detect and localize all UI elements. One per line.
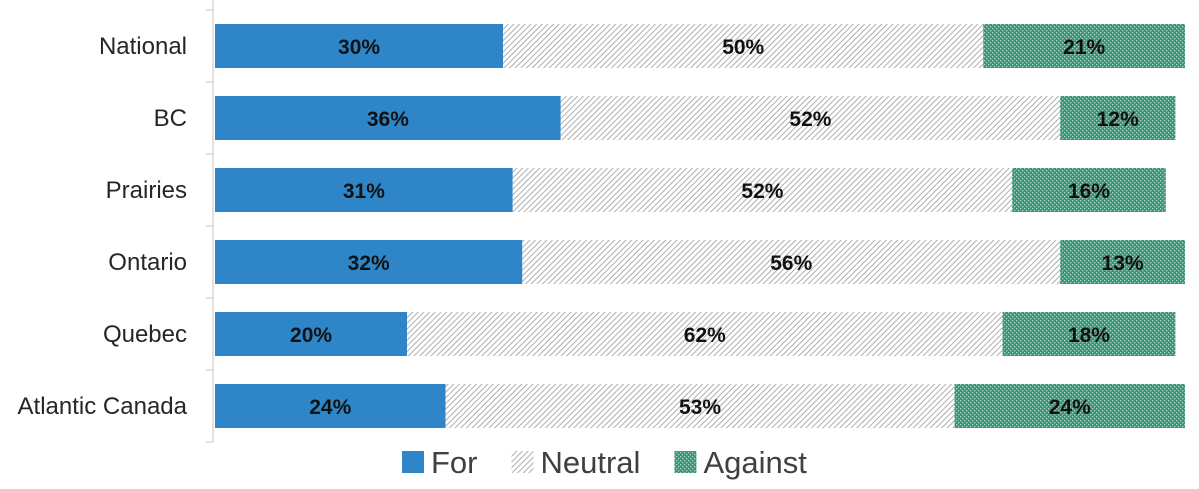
- category-label-ontario: Ontario: [108, 249, 187, 276]
- category-axis: National BC Prairies Ontario Quebec Atlantic …: [18, 0, 214, 443]
- bar-neutral-quebec: [407, 312, 1003, 356]
- bar-against-quebec: [1002, 312, 1176, 356]
- category-label-atlantic-canada: Atlantic Canada: [18, 393, 188, 420]
- data-label-for-national: 30%: [338, 36, 380, 59]
- data-label-for-atlantic-canada: 24%: [309, 396, 351, 419]
- data-label-neutral-atlantic-canada: 53%: [679, 396, 721, 419]
- bar-neutral-bc: [560, 96, 1061, 140]
- category-label-bc: BC: [154, 105, 187, 132]
- legend-swatch-neutral: [511, 451, 534, 473]
- data-label-for-quebec: 20%: [290, 324, 332, 347]
- data-label-for-ontario: 32%: [348, 252, 390, 275]
- category-label-national: National: [99, 33, 187, 60]
- data-label-against-ontario: 13%: [1102, 252, 1144, 275]
- data-label-neutral-quebec: 62%: [684, 324, 726, 347]
- bar-neutral-atlantic-canada: [445, 384, 955, 428]
- data-label-against-bc: 12%: [1097, 108, 1139, 131]
- bar-for-atlantic-canada: [215, 384, 446, 428]
- bar-neutral-prairies: [512, 168, 1013, 212]
- legend: For Neutral Against: [402, 445, 807, 480]
- bar-for-national: [215, 24, 504, 68]
- category-label-prairies: Prairies: [106, 177, 187, 204]
- category-label-quebec: Quebec: [103, 321, 187, 348]
- bars: [215, 24, 1185, 428]
- value-labels: 30% 50% 21% 36% 52% 12% 31% 52% 16% 32% 56% 13% 20% 6…: [290, 36, 1144, 419]
- bar-neutral-ontario: [522, 240, 1061, 284]
- data-label-for-prairies: 31%: [343, 180, 385, 203]
- legend-label-neutral: Neutral: [541, 445, 641, 480]
- data-label-neutral-ontario: 56%: [770, 252, 812, 275]
- data-label-against-national: 21%: [1063, 36, 1105, 59]
- bar-for-prairies: [215, 168, 513, 212]
- bar-against-prairies: [1012, 168, 1166, 212]
- bar-neutral-national: [503, 24, 984, 68]
- bar-against-national: [983, 24, 1185, 68]
- bar-against-bc: [1060, 96, 1176, 140]
- data-label-against-prairies: 16%: [1068, 180, 1110, 203]
- bar-against-atlantic-canada: [954, 384, 1185, 428]
- bar-for-ontario: [215, 240, 523, 284]
- legend-swatch-against: [674, 451, 697, 473]
- data-label-neutral-national: 50%: [722, 36, 764, 59]
- bar-for-quebec: [215, 312, 408, 356]
- data-label-neutral-bc: 52%: [789, 108, 831, 131]
- legend-swatch-for: [402, 451, 424, 473]
- legend-label-for: For: [431, 445, 478, 480]
- data-label-for-bc: 36%: [367, 108, 409, 131]
- bar-for-bc: [215, 96, 561, 140]
- bar-against-ontario: [1060, 240, 1185, 284]
- data-label-against-atlantic-canada: 24%: [1049, 396, 1091, 419]
- data-label-against-quebec: 18%: [1068, 324, 1110, 347]
- legend-label-against: Against: [703, 445, 807, 480]
- data-label-neutral-prairies: 52%: [741, 180, 783, 203]
